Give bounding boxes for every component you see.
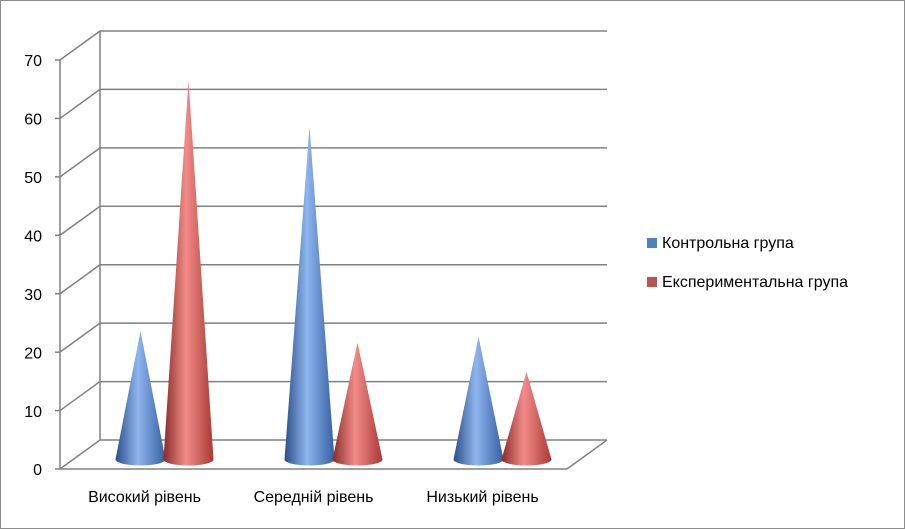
- y-tick-label: 50: [24, 170, 42, 187]
- grid-line: [59, 147, 607, 178]
- grid-line: [59, 439, 607, 470]
- y-tick-label: 40: [24, 229, 42, 246]
- y-tick-label: 60: [24, 112, 42, 129]
- legend-label: Експериментальна група: [662, 274, 848, 291]
- grid-line: [59, 88, 607, 120]
- legend-swatch: [647, 277, 657, 287]
- x-tick-label: Високий рівень: [88, 489, 201, 506]
- y-tick-label: 70: [24, 53, 42, 70]
- cone: [501, 371, 552, 466]
- grid-line: [59, 263, 607, 295]
- y-tick-label: 20: [24, 345, 42, 362]
- y-tick-label: 0: [33, 462, 42, 479]
- y-tick-label: 30: [24, 287, 42, 304]
- floor-edge: [566, 439, 608, 470]
- grid-line: [59, 380, 607, 412]
- cone: [163, 79, 214, 466]
- y-tick-label: 10: [24, 404, 42, 421]
- grid-line: [59, 30, 607, 61]
- legend-label: Контрольна група: [662, 235, 794, 252]
- legend-swatch: [647, 238, 657, 248]
- cone: [115, 330, 166, 466]
- x-tick-label: Середній рівень: [254, 489, 374, 506]
- cone: [332, 342, 383, 466]
- x-tick-label: Низький рівень: [426, 489, 538, 506]
- grid-line: [59, 322, 607, 353]
- cone: [453, 336, 504, 466]
- cone: [284, 126, 335, 466]
- grid-line: [59, 205, 607, 236]
